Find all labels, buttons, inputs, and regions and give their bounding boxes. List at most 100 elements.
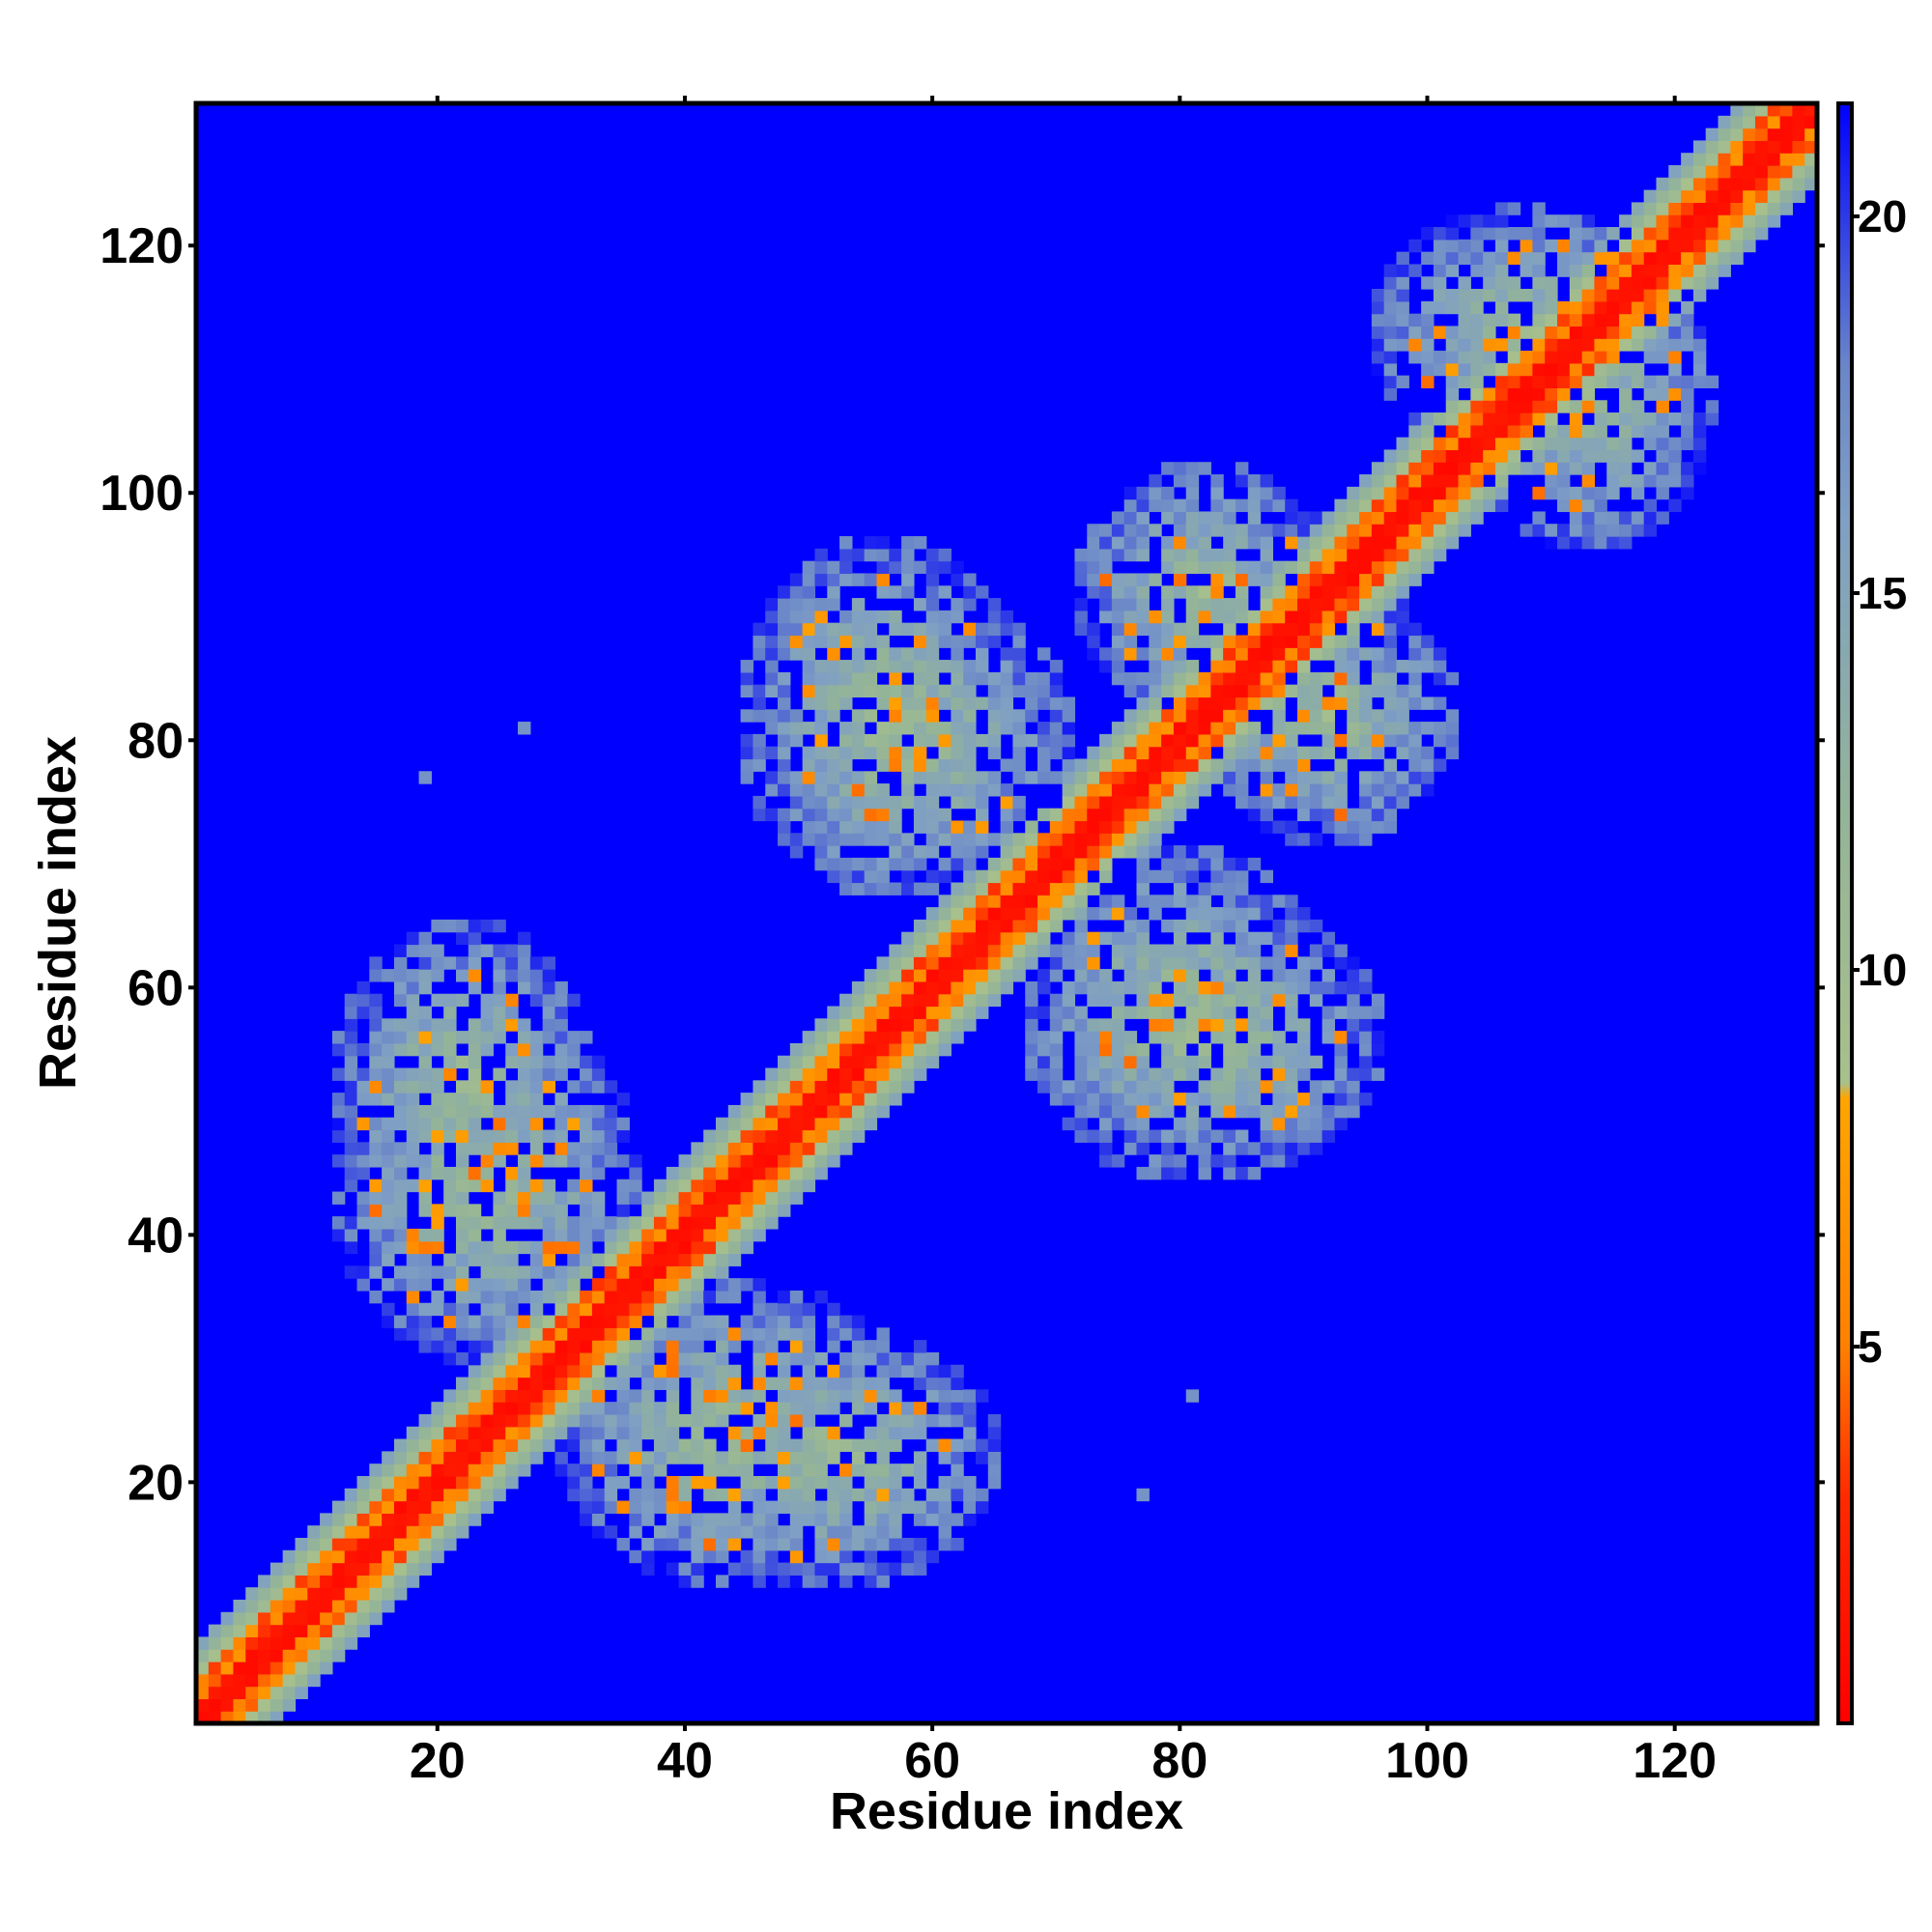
heatmap-cell [1272,684,1286,698]
heatmap-cell [913,1475,927,1490]
heatmap-cell [765,722,779,735]
heatmap-cell [1272,635,1286,648]
heatmap-cell [913,1364,927,1378]
heatmap-cell [455,1488,469,1502]
heatmap-cell [567,1265,581,1279]
heatmap-cell [1210,944,1224,957]
heatmap-cell [1631,375,1645,389]
heatmap-cell [369,1537,383,1551]
heatmap-cell [641,1302,655,1317]
heatmap-cell [1087,622,1100,637]
heatmap-cell [591,1413,606,1428]
heatmap-cell [889,882,902,895]
heatmap-cell [382,1042,395,1057]
heatmap-cell [1161,511,1175,525]
heatmap-cell [468,1389,482,1403]
heatmap-cell [1730,202,1744,215]
heatmap-cell [1285,771,1298,784]
heatmap-cell [1235,895,1249,908]
heatmap-cell [1532,351,1546,364]
heatmap-cell [691,1228,704,1242]
heatmap-cell [567,1402,581,1415]
heatmap-cell [270,1673,284,1688]
heatmap-cell [1062,709,1076,723]
heatmap-cell [864,833,878,846]
heatmap-cell [1668,251,1682,266]
heatmap-cell [740,1142,754,1155]
heatmap-cell [876,1080,890,1094]
heatmap-cell [1656,387,1669,401]
heatmap-cell [1149,635,1162,648]
heatmap-cell [356,1042,370,1057]
heatmap-cell [789,1463,804,1477]
heatmap-cell [1210,1080,1224,1094]
heatmap-cell [1161,808,1175,822]
heatmap-cell [753,1413,766,1428]
heatmap-cell [1631,424,1645,439]
heatmap-cell [1668,362,1682,377]
heatmap-cell [814,1549,828,1564]
heatmap-cell [493,1389,506,1403]
heatmap-cell [1321,536,1336,550]
heatmap-cell [876,1438,890,1452]
heatmap-cell [468,1451,482,1464]
heatmap-cell [1272,1129,1286,1143]
heatmap-cell [1173,474,1187,488]
heatmap-cell [1334,548,1348,562]
heatmap-cell [1185,733,1200,748]
heatmap-cell [1149,808,1162,822]
heatmap-cell [1000,969,1014,982]
heatmap-cell [1792,189,1805,204]
heatmap-cell [1037,857,1051,871]
heatmap-cell [1656,449,1669,463]
heatmap-cell [1396,289,1409,302]
heatmap-cell [331,1216,346,1230]
heatmap-cell [468,1426,482,1440]
heatmap-cell [1619,338,1633,352]
heatmap-cell [814,833,828,846]
heatmap-cell [1025,733,1038,748]
heatmap-cell [1594,300,1607,315]
heatmap-cell [1272,1067,1286,1081]
heatmap-cell [418,1413,432,1428]
heatmap-cell [1185,783,1200,797]
heatmap-cell [851,1093,866,1106]
heatmap-cell [925,610,940,624]
heatmap-cell [1123,919,1138,933]
heatmap-cell [778,598,791,611]
heatmap-cell [1074,956,1088,970]
heatmap-cell [1272,746,1286,760]
heatmap-cell [406,1327,420,1341]
heatmap-cell [753,1389,766,1403]
heatmap-cell [1445,387,1460,401]
heatmap-cell [1297,956,1311,970]
heatmap-cell [913,1562,927,1576]
heatmap-cell [431,1265,444,1279]
heatmap-cell [987,746,1002,760]
heatmap-cell [1730,103,1744,117]
heatmap-cell [827,709,840,723]
heatmap-cell [789,647,804,661]
heatmap-cell [703,1315,717,1328]
heatmap-cell [1309,993,1323,1008]
heatmap-cell [344,1093,358,1106]
heatmap-cell [307,1661,321,1675]
heatmap-cell [245,1686,259,1699]
heatmap-cell [1123,1142,1138,1155]
heatmap-cell [1408,424,1422,439]
heatmap-cell [1012,795,1026,810]
heatmap-cell [1260,684,1273,698]
heatmap-cell [925,795,940,810]
heatmap-cell [938,1413,952,1428]
heatmap-cell [778,1179,791,1193]
heatmap-cell [1371,795,1385,810]
heatmap-cell [913,882,927,895]
heatmap-cell [987,1463,1002,1477]
heatmap-cell [1074,783,1088,797]
heatmap-cell [382,1204,395,1217]
heatmap-cell [591,1142,606,1155]
heatmap-cell [975,783,989,797]
heatmap-cell [529,1426,544,1440]
heatmap-cell [1185,795,1200,810]
heatmap-cell [1470,462,1484,475]
